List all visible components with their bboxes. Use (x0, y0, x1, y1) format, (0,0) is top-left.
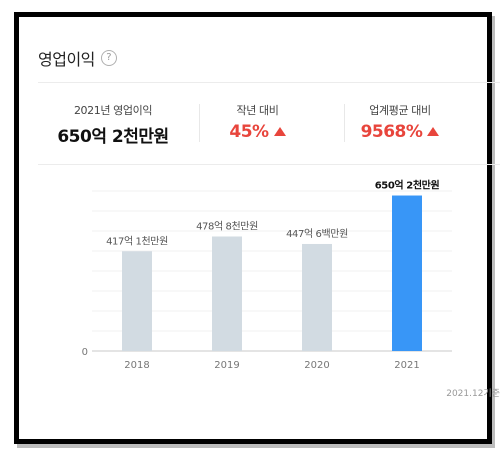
stat-label: 업계평균 대비 (369, 104, 431, 117)
page-title: 영업이익 (38, 50, 95, 69)
stat-value: 650억 2천만원 (57, 127, 169, 147)
triangle-up-icon (273, 127, 286, 136)
yoy-percent: 45% (229, 122, 269, 142)
stat-yoy: 작년 대비 45% (200, 102, 315, 142)
x-tick-label: 2020 (304, 360, 329, 371)
data-label: 417억 1천만원 (106, 235, 168, 247)
y-tick-label: 0 (82, 347, 88, 358)
stat-industry: 업계평균 대비 9568% (330, 102, 470, 142)
x-tick-label: 2019 (214, 360, 239, 371)
bar (302, 243, 332, 351)
divider (38, 164, 500, 165)
header: 영업이익 ? (38, 46, 117, 70)
bar (122, 251, 152, 351)
stat-label: 작년 대비 (236, 104, 279, 117)
industry-percent: 9568% (360, 122, 423, 142)
triangle-up-icon (427, 127, 440, 136)
footnote: 2021.12기준 (446, 389, 500, 399)
bar (212, 236, 242, 351)
stat-value: 9568% (330, 122, 470, 142)
x-tick-label: 2018 (124, 360, 149, 371)
data-label: 650억 2천만원 (375, 179, 440, 192)
data-label: 478억 8천만원 (196, 221, 258, 233)
data-label: 447억 6백만원 (286, 228, 348, 240)
bar (392, 195, 422, 351)
x-tick-label: 2021 (394, 360, 419, 371)
divider (38, 82, 500, 83)
stat-label: 2021년 영업이익 (73, 104, 153, 117)
stat-value: 45% (200, 122, 315, 142)
stat-operating-profit: 2021년 영업이익 650억 2천만원 (38, 102, 188, 147)
help-icon[interactable]: ? (100, 50, 117, 66)
divider (199, 104, 200, 142)
divider (344, 104, 345, 142)
